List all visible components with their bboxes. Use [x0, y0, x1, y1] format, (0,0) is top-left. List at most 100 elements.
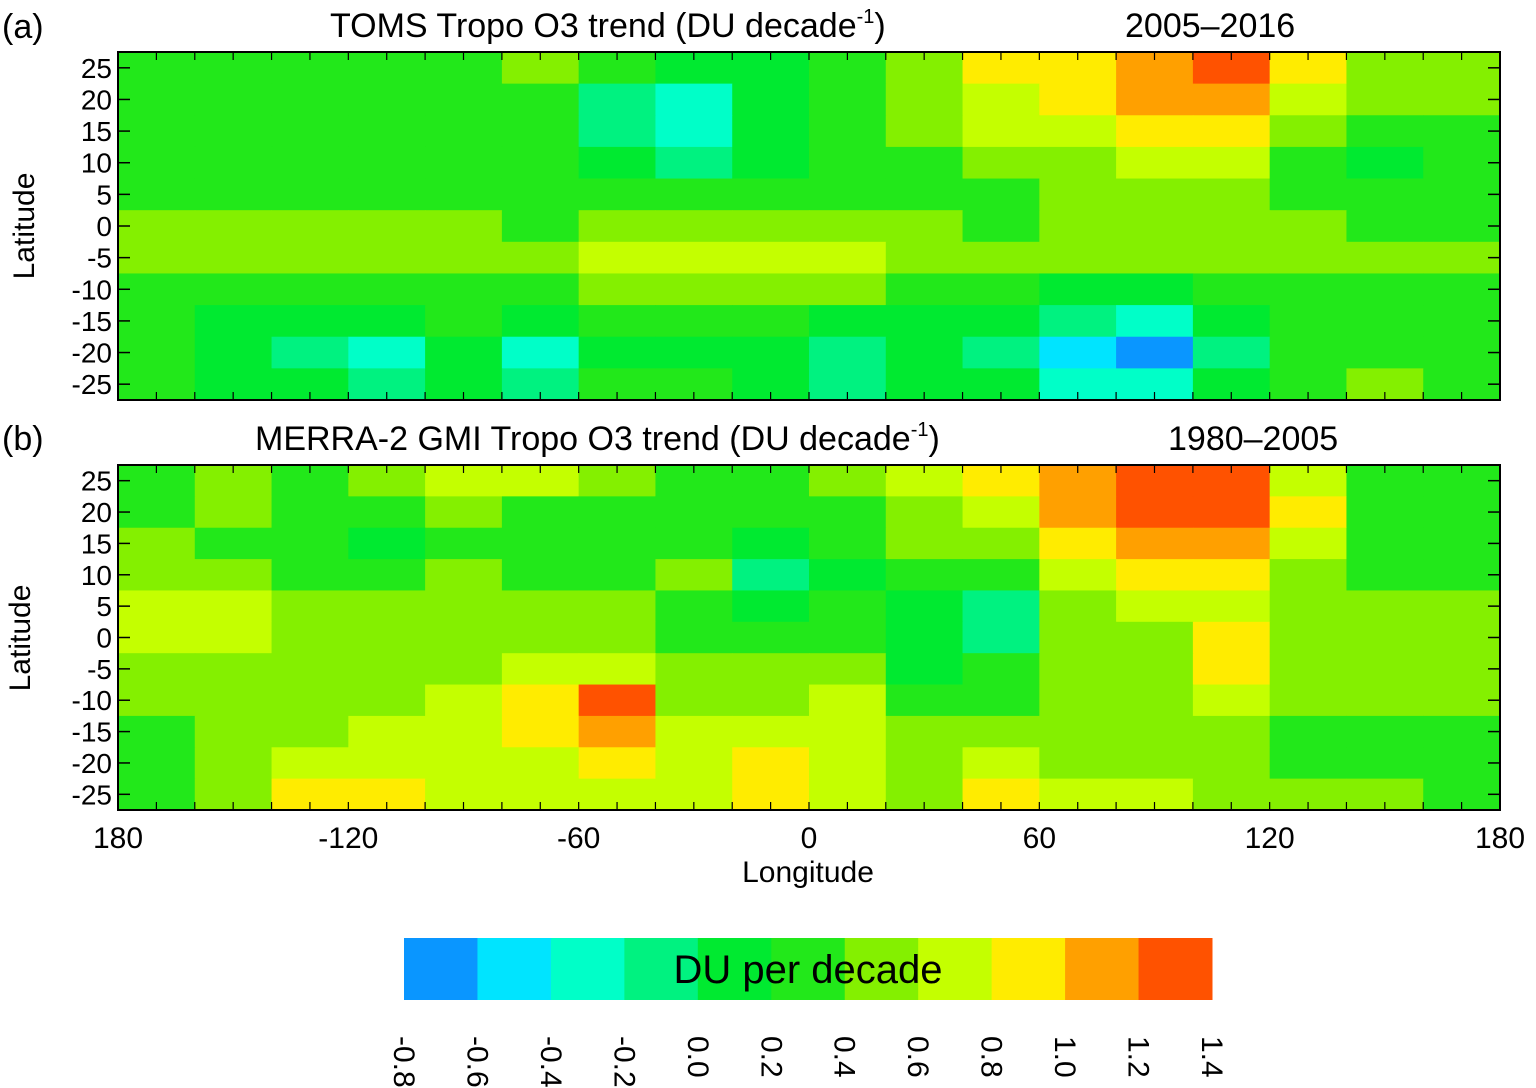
heatmap-cell: [1039, 621, 1117, 654]
heatmap-cell: [194, 178, 273, 211]
heatmap-cell: [578, 527, 656, 560]
heatmap-cell: [1346, 241, 1424, 274]
heatmap-cell: [962, 210, 1040, 243]
heatmap-cell: [1346, 273, 1424, 306]
panel-b-label: (b): [2, 420, 44, 458]
heatmap-cell: [425, 715, 503, 748]
heatmap-cell: [501, 684, 580, 717]
heatmap-cell: [425, 273, 503, 306]
heatmap-cell: [118, 336, 196, 369]
heatmap-cell: [1346, 146, 1424, 180]
heatmap-cell: [348, 115, 426, 148]
heatmap-cell: [501, 115, 580, 148]
heatmap-cell: [1269, 590, 1347, 623]
heatmap-cell: [1116, 684, 1194, 717]
heatmap-cell: [501, 559, 580, 591]
heatmap-cell: [578, 210, 656, 243]
y-tick-label: -10: [72, 274, 112, 305]
heatmap-cell: [1192, 590, 1271, 623]
heatmap-cell: [1346, 559, 1424, 591]
heatmap-cell: [501, 527, 580, 560]
heatmap-cell: [1269, 305, 1347, 338]
heatmap-cell: [1039, 178, 1117, 211]
y-tick-label: 5: [96, 179, 112, 210]
heatmap-cell: [655, 747, 733, 780]
heatmap-cell: [962, 684, 1040, 717]
heatmap-cell: [655, 684, 733, 717]
heatmap-cell: [271, 115, 349, 148]
heatmap-cell: [1346, 496, 1424, 529]
heatmap-cell: [885, 496, 964, 529]
heatmap-cell: [962, 590, 1040, 623]
colorbar-tick-label: 0.2: [754, 1036, 787, 1078]
heatmap-cell: [578, 653, 656, 686]
heatmap-cell: [1192, 715, 1271, 748]
heatmap-cell: [501, 83, 580, 116]
heatmap-cell: [348, 653, 426, 686]
heatmap-cell: [1423, 621, 1501, 654]
heatmap-cell: [732, 559, 810, 591]
heatmap-cell: [1039, 527, 1117, 560]
heatmap-cell: [1346, 83, 1424, 116]
heatmap-cell: [962, 653, 1040, 686]
heatmap-cell: [271, 146, 349, 180]
heatmap-cell: [885, 305, 964, 338]
y-tick-label: 15: [81, 528, 112, 559]
heatmap-cell: [348, 336, 426, 369]
heatmap-cell: [118, 496, 196, 529]
heatmap-cell: [501, 747, 580, 780]
heatmap-cell: [962, 115, 1040, 148]
heatmap-cell: [348, 684, 426, 717]
heatmap-cell: [885, 684, 964, 717]
heatmap-cell: [271, 496, 349, 529]
heatmap-cell: [732, 178, 810, 211]
heatmap-cell: [1039, 653, 1117, 686]
heatmap-cell: [348, 146, 426, 180]
heatmap-cell: [194, 621, 273, 654]
heatmap-cell: [578, 747, 656, 780]
heatmap-cell: [118, 115, 196, 148]
colorbar-tick-label: 0.4: [828, 1036, 861, 1078]
heatmap-cell: [1423, 241, 1501, 274]
heatmap-cell: [194, 146, 273, 180]
heatmap-cell: [1192, 747, 1271, 780]
y-tick-label: -15: [72, 717, 112, 748]
y-tick-label: 5: [96, 591, 112, 622]
heatmap-cell: [1039, 146, 1117, 180]
heatmap-cell: [501, 590, 580, 623]
heatmap-cell: [1423, 273, 1501, 306]
heatmap-cell: [809, 559, 887, 591]
heatmap-cell: [962, 241, 1040, 274]
colorbar-swatch: [918, 938, 993, 1000]
heatmap-cell: [501, 305, 580, 338]
heatmap-cell: [1116, 559, 1194, 591]
heatmap-cell: [578, 496, 656, 529]
heatmap-cell: [1116, 210, 1194, 243]
heatmap-cell: [655, 241, 733, 274]
heatmap-cell: [962, 305, 1040, 338]
heatmap-cell: [425, 684, 503, 717]
heatmap-cell: [1269, 178, 1347, 211]
heatmap-cell: [271, 527, 349, 560]
heatmap-cell: [1423, 336, 1501, 369]
heatmap-cell: [1269, 527, 1347, 560]
heatmap-cell: [809, 590, 887, 623]
heatmap-cell: [501, 336, 580, 369]
heatmap-cell: [1269, 747, 1347, 780]
heatmap-cell: [425, 496, 503, 529]
heatmap-cell: [425, 590, 503, 623]
heatmap-cell: [1192, 684, 1271, 717]
heatmap-cell: [1192, 83, 1271, 116]
colorbar-swatch: [1065, 938, 1140, 1000]
colorbar-label: DU per decade: [673, 948, 942, 992]
heatmap-cell: [809, 210, 887, 243]
heatmap-cell: [348, 590, 426, 623]
x-axis-label: Longitude: [742, 856, 874, 889]
heatmap-cell: [118, 590, 196, 623]
x-tick-label: -120: [318, 822, 378, 855]
heatmap-cell: [271, 178, 349, 211]
heatmap-cell: [655, 496, 733, 529]
heatmap-cell: [1192, 621, 1271, 654]
heatmap-cell: [1192, 527, 1271, 560]
